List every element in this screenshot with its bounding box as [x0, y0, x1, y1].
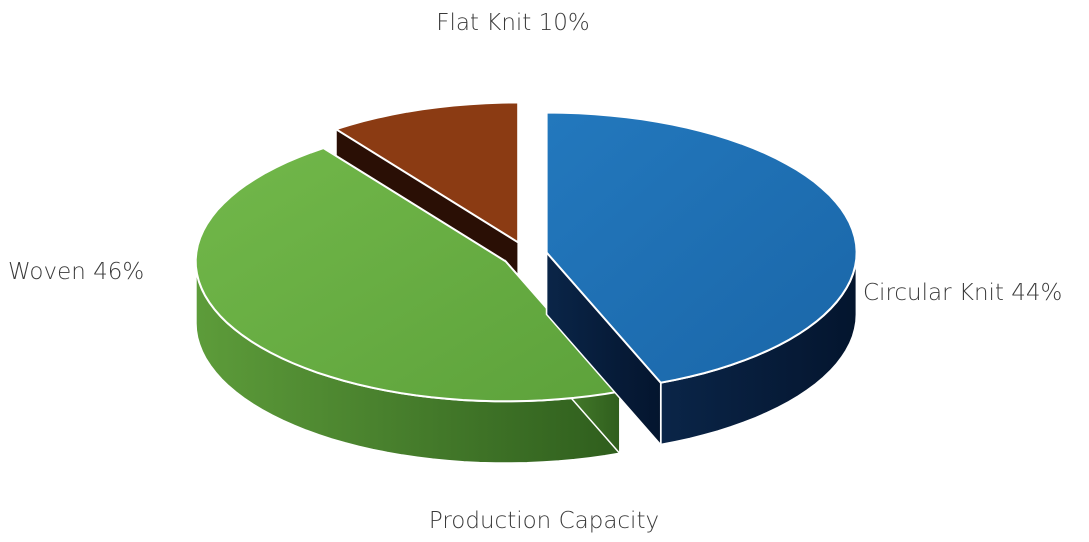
- slice-woven: [194, 146, 622, 465]
- slice-label-woven: Woven 46%: [8, 259, 144, 285]
- slice-top-flat-knit: [333, 101, 520, 245]
- pie-slices: [194, 101, 858, 465]
- slice-top-circular-knit: [545, 111, 858, 384]
- slice-label-circular-knit: Circular Knit 44%: [863, 280, 1062, 306]
- chart-title: Production Capacity: [429, 508, 659, 534]
- slice-circular-knit: [545, 111, 858, 447]
- slice-label-flat-knit: Flat Knit 10%: [436, 10, 590, 36]
- slice-top-woven: [194, 146, 622, 403]
